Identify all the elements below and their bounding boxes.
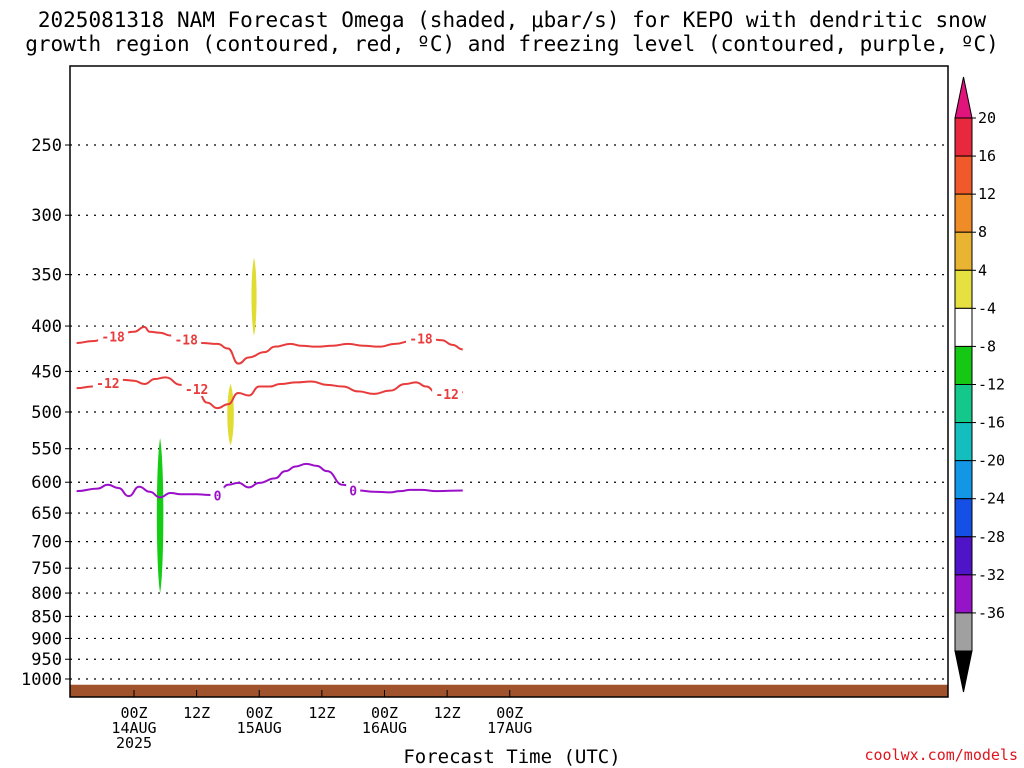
x-tick-label-60-0: 12Z: [434, 704, 461, 722]
contour-label--18-1: -18: [174, 333, 198, 348]
chart-title-line-1: 2025081318 NAM Forecast Omega (shaded, μ…: [37, 8, 987, 32]
colorbar-bin-8: [954, 422, 973, 462]
omega-shade-0: [156, 438, 164, 594]
x-tick-label-48-1: 16AUG: [362, 719, 407, 737]
contour-label-bg--12-2: [432, 385, 463, 401]
colorbar-label-11: -28: [978, 528, 1005, 546]
colorbar-bottom-arrow: [954, 650, 973, 693]
y-tick-label-800: 800: [31, 584, 62, 604]
omega-shade-2: [227, 384, 234, 446]
y-tick-label-250: 250: [31, 136, 62, 156]
y-tick-label-900: 900: [31, 629, 62, 649]
contour-line--18: [76, 326, 463, 365]
y-tick-label-550: 550: [31, 440, 62, 460]
colorbar-label-8: -16: [978, 414, 1005, 432]
y-tick-label-500: 500: [31, 403, 62, 423]
contour-label-bg--18-0: [98, 328, 129, 344]
y-tick-label-300: 300: [31, 206, 62, 226]
colorbar-bin-5: [954, 307, 973, 347]
colorbar-label-10: -24: [978, 490, 1005, 508]
colorbar-bin-0: [954, 117, 973, 157]
contour-label-bg--18-1: [171, 331, 202, 347]
colorbar-bin-12: [954, 574, 973, 614]
x-tick-label-0-2: 2025: [116, 734, 152, 752]
x-tick-label-72-0: 00Z: [496, 704, 523, 722]
contour-label-bg-0-0: [210, 487, 225, 503]
contour-label-bg--12-1: [181, 380, 212, 396]
y-tick-label-950: 950: [31, 650, 62, 670]
colorbar-label-2: 12: [978, 185, 996, 203]
y-tick-label-850: 850: [31, 607, 62, 627]
contour-label--18-0: -18: [101, 330, 125, 345]
colorbar-bin-1: [954, 155, 973, 195]
x-tick-label-72-1: 17AUG: [487, 719, 532, 737]
y-tick-label-400: 400: [31, 317, 62, 337]
y-tick-label-350: 350: [31, 266, 62, 286]
x-tick-label-36-0: 12Z: [308, 704, 335, 722]
x-tick-label-48-0: 00Z: [371, 704, 398, 722]
omega-shade-1: [251, 257, 257, 336]
contours: -18 -18 -18 -12 -12 -12 0 0: [76, 326, 463, 504]
x-tick-label-0-0: 00Z: [120, 704, 147, 722]
y-tick-label-750: 750: [31, 559, 62, 579]
colorbar-label-1: 16: [978, 147, 996, 165]
y-tick-label-700: 700: [31, 533, 62, 553]
colorbar-label-0: 20: [978, 109, 996, 127]
plot-frame: [69, 65, 949, 698]
colorbar-label-12: -32: [978, 566, 1005, 584]
colorbar-bin-9: [954, 460, 973, 500]
contour-label-0-1: 0: [349, 484, 357, 499]
colorbar-label-4: 4: [978, 261, 987, 279]
y-tick-label-1000: 1000: [21, 670, 62, 690]
chart-title-line-2: growth region (contoured, red, ºC) and f…: [25, 32, 999, 56]
colorbar-bin-6: [954, 345, 973, 385]
site-credit[interactable]: coolwx.com/models: [864, 746, 1018, 764]
colorbar-bin-13: [954, 612, 973, 652]
contour-label-bg--12-0: [92, 375, 123, 391]
colorbar-label-5: -4: [978, 299, 996, 317]
colorbar-top-arrow: [954, 76, 973, 119]
contour-label--18-2: -18: [409, 332, 433, 347]
y-tick-label-450: 450: [31, 362, 62, 382]
colorbar-label-7: -12: [978, 376, 1005, 394]
contour-line--12: [76, 376, 463, 410]
x-tick-label-0-1: 14AUG: [111, 719, 156, 737]
y-tick-label-650: 650: [31, 504, 62, 524]
contour-label-bg--18-2: [406, 330, 437, 346]
colorbar-bin-4: [954, 269, 973, 309]
y-tick-label-600: 600: [31, 473, 62, 493]
x-tick-label-12-0: 12Z: [183, 704, 210, 722]
x-tick-label-24-0: 00Z: [246, 704, 273, 722]
surface-terrain: [70, 684, 948, 697]
colorbar-bin-10: [954, 498, 973, 538]
x-axis-label: Forecast Time (UTC): [403, 746, 621, 768]
colorbar-label-9: -20: [978, 452, 1005, 470]
contour-label--12-0: -12: [96, 377, 119, 392]
colorbar-bin-7: [954, 384, 973, 424]
x-tick-label-24-1: 15AUG: [237, 719, 282, 737]
colorbar-label-13: -36: [978, 604, 1005, 622]
contour-line-0: [76, 462, 463, 499]
omega-shading: [156, 257, 257, 594]
contour-label--12-2: -12: [435, 388, 458, 403]
colorbar-bin-11: [954, 536, 973, 576]
contour-label-0-0: 0: [214, 489, 222, 504]
colorbar-label-3: 8: [978, 223, 987, 241]
colorbar-bin-3: [954, 231, 973, 271]
contour-label-bg-0-1: [346, 482, 361, 498]
colorbar-bin-2: [954, 193, 973, 233]
colorbar-label-6: -8: [978, 337, 996, 355]
contour-label--12-1: -12: [185, 383, 208, 398]
